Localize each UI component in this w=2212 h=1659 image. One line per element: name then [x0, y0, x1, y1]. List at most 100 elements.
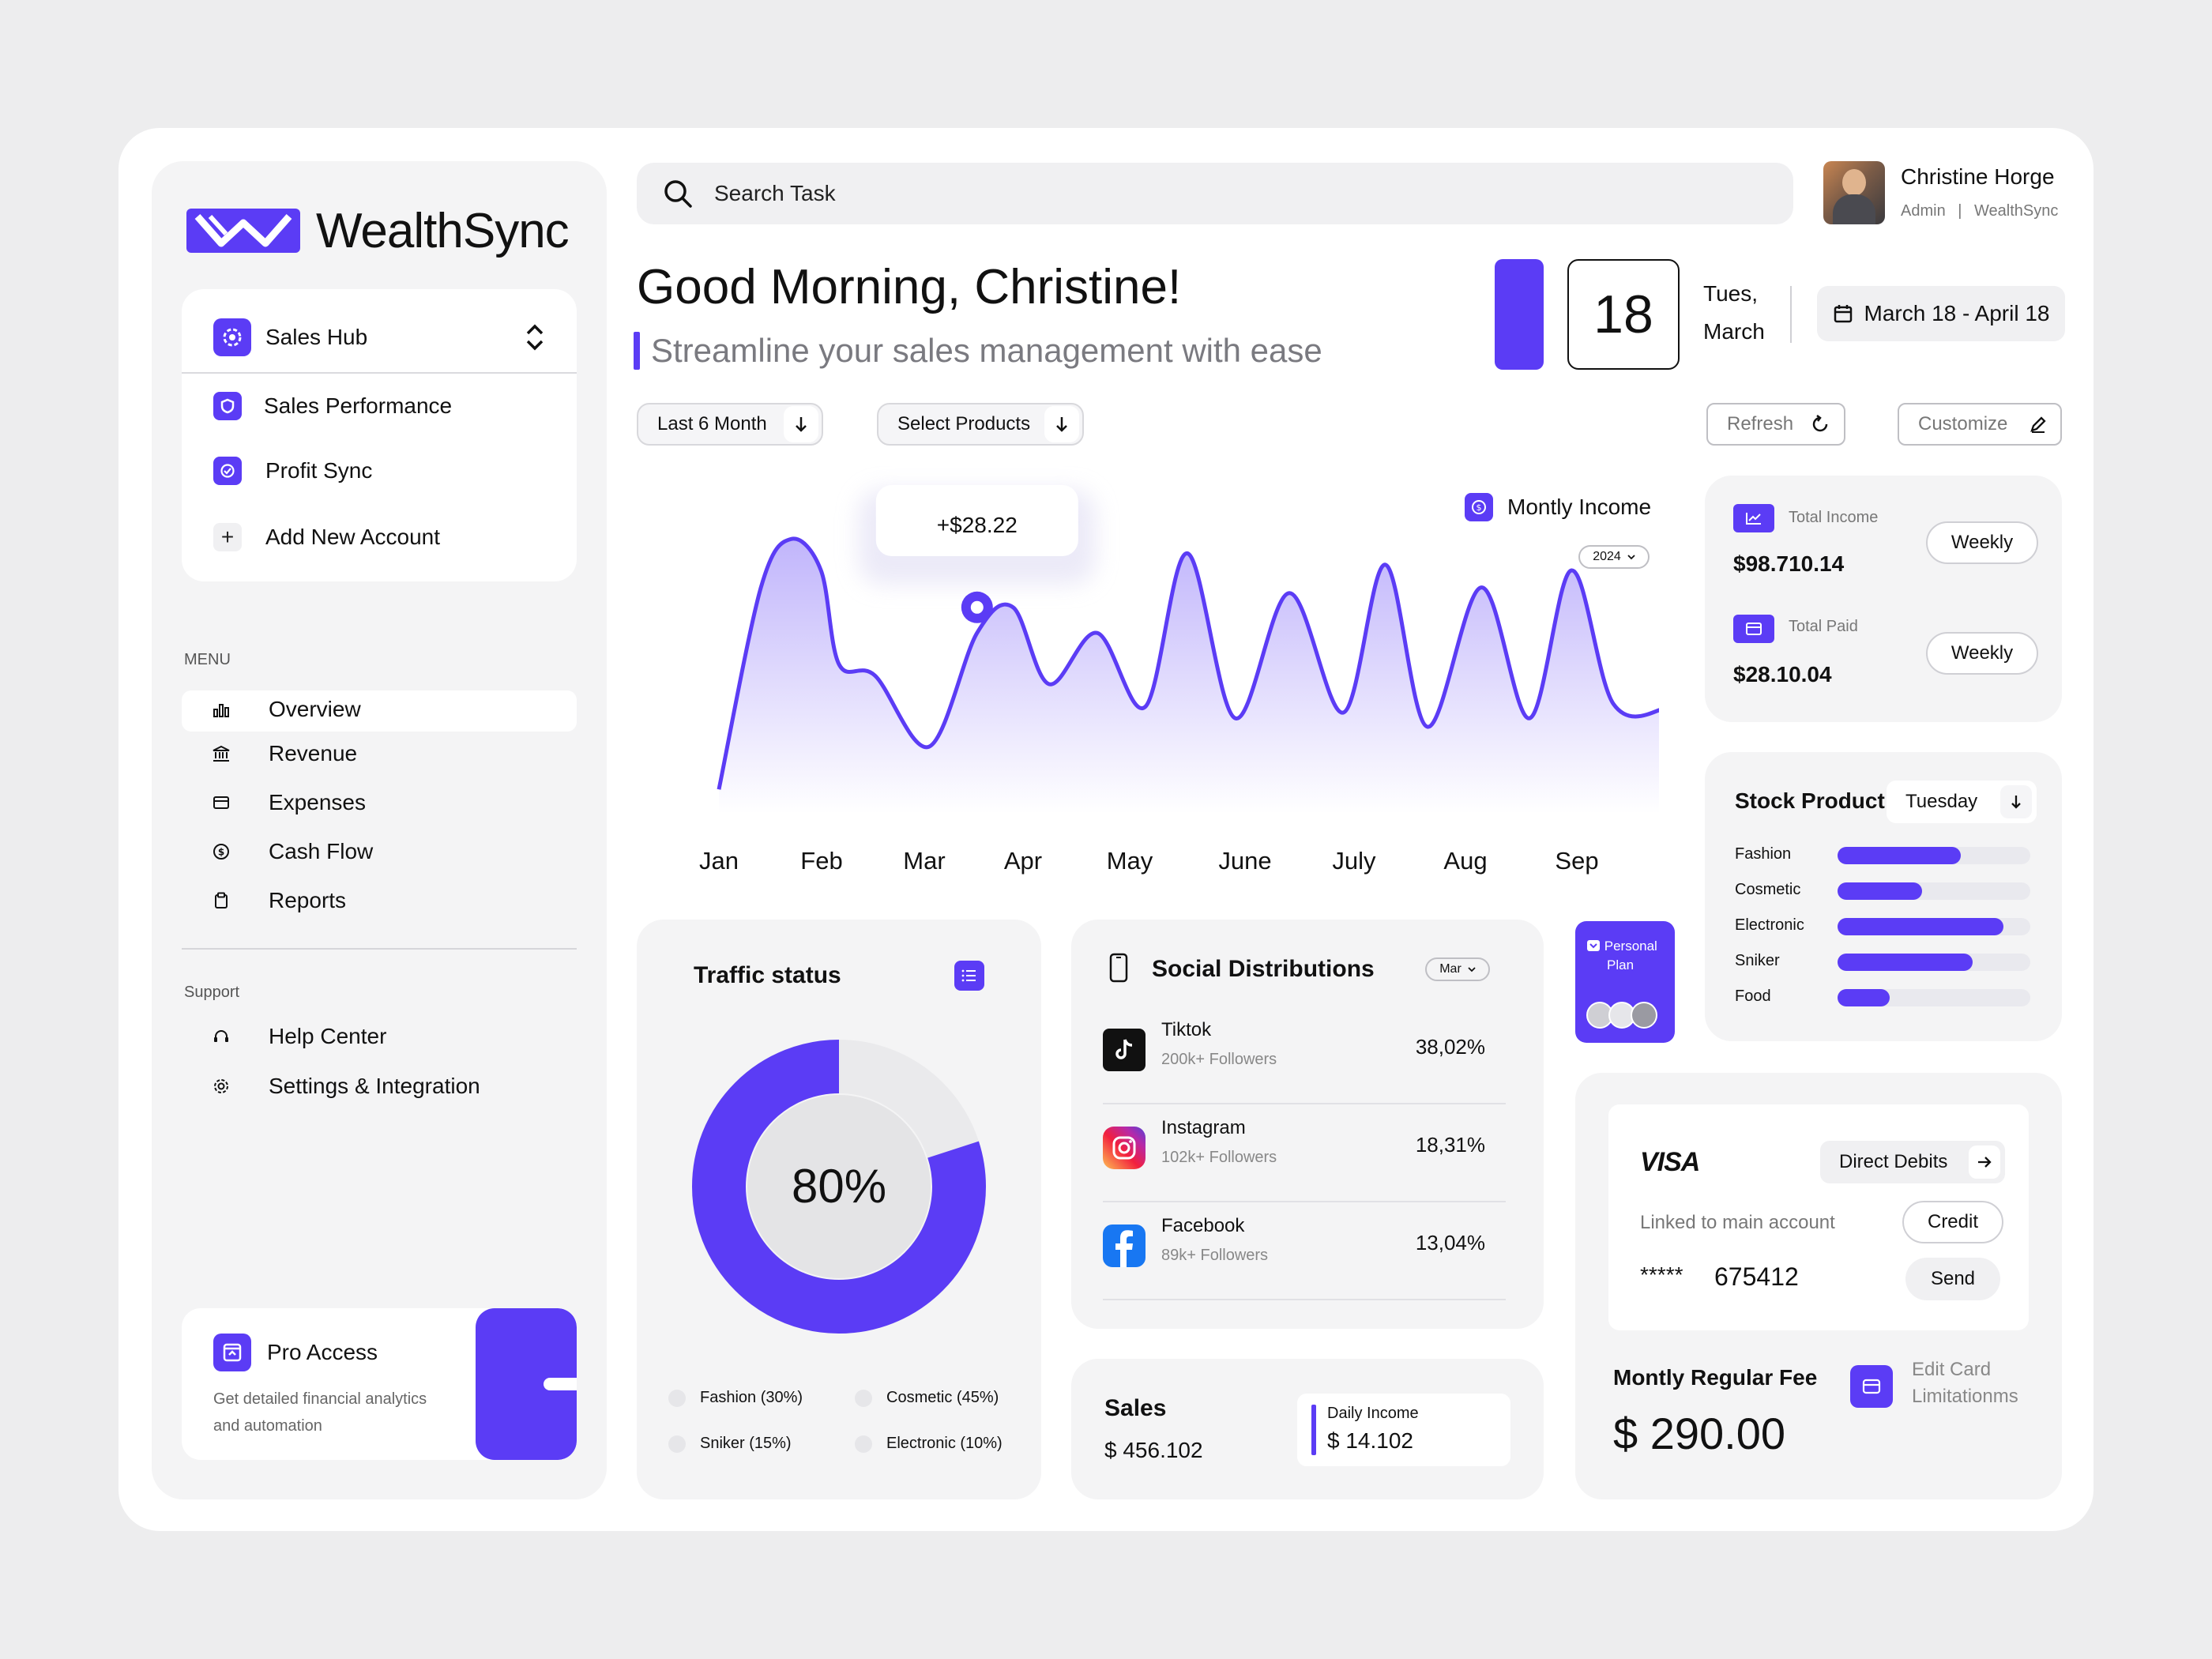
income-area-chart: +$28.22 Jan Feb Mar Apr May June July Aug Sep — [699, 485, 1659, 875]
social-followers: 200k+ Followers — [1161, 1051, 1277, 1068]
arrow-down-icon — [784, 406, 818, 442]
fee-title: Montly Regular Fee — [1613, 1365, 1818, 1390]
legend-dot — [855, 1435, 872, 1453]
stock-item-label: Fashion — [1735, 845, 1792, 863]
legend-label: Fashion (30%) — [700, 1389, 803, 1406]
user-meta: Admin | WealthSync — [1901, 202, 2058, 220]
personal-plan-label1: Personal — [1604, 939, 1657, 954]
tiktok-icon — [1103, 1029, 1146, 1071]
social-share: 18,31% — [1415, 1133, 1485, 1157]
social-row-tiktok[interactable]: Tiktok 200k+ Followers 38,02% — [1103, 1006, 1506, 1104]
totals-card: Total Income $98.710.14 Weekly Total Pai… — [1705, 476, 2062, 722]
weekly-button[interactable]: Weekly — [1926, 521, 2038, 564]
menu-divider — [182, 948, 577, 950]
workspace-item-profit-sync[interactable]: Profit Sync — [213, 457, 372, 485]
chevron-down-icon — [1627, 555, 1635, 560]
avatar — [1586, 1002, 1613, 1029]
search-bar[interactable]: Search Task — [637, 163, 1793, 224]
x-axis-label: Feb — [800, 847, 842, 875]
menu-item-cash-flow[interactable]: $ Cash Flow — [198, 839, 373, 864]
legend-label: Cosmetic (45%) — [886, 1389, 999, 1406]
chevron-box-icon — [1587, 940, 1600, 951]
weekly-button[interactable]: Weekly — [1926, 632, 2038, 675]
legend-dot — [855, 1389, 872, 1407]
period-filter[interactable]: Last 6 Month — [637, 403, 823, 446]
daily-income-box: Daily Income $ 14.102 — [1297, 1394, 1510, 1466]
x-axis-label: Jan — [699, 847, 739, 875]
date-range-button[interactable]: March 18 - April 18 — [1817, 286, 2065, 341]
bar-chart-icon — [198, 702, 245, 717]
visa-card: VISA Direct Debits Linked to main accoun… — [1608, 1104, 2029, 1330]
workspace-item-sales-performance[interactable]: Sales Performance — [213, 392, 452, 420]
social-name: Tiktok — [1161, 1019, 1212, 1040]
arrow-right-icon — [1969, 1146, 2000, 1179]
facebook-icon — [1103, 1224, 1146, 1267]
workspace-card: Sales Hub Sales Performance Profit Sync … — [182, 289, 577, 581]
total-paid-label: Total Paid — [1789, 618, 1858, 635]
refresh-button[interactable]: Refresh — [1706, 403, 1845, 446]
menu-item-expenses[interactable]: Expenses — [198, 790, 366, 815]
user-avatar[interactable] — [1823, 161, 1885, 224]
total-income-label: Total Income — [1789, 509, 1879, 526]
sales-card: Sales $ 456.102 Daily Income $ 14.102 — [1071, 1359, 1544, 1499]
workspace-item-add-account[interactable]: + Add New Account — [213, 523, 440, 551]
refresh-label: Refresh — [1727, 413, 1794, 434]
traffic-legend-cosmetic: Cosmetic (45%) — [855, 1389, 999, 1407]
workspace-selector[interactable]: Sales Hub — [213, 318, 545, 357]
support-heading: Support — [184, 984, 240, 1001]
upload-icon — [213, 1334, 251, 1371]
sales-title: Sales — [1104, 1395, 1167, 1421]
svg-text:$: $ — [218, 847, 224, 858]
chart-year-select[interactable]: 2024 — [1578, 545, 1650, 569]
greeting-title: Good Morning, Christine! — [637, 260, 1182, 314]
legend-dot — [668, 1389, 686, 1407]
x-axis-label: June — [1218, 847, 1271, 875]
divider — [182, 372, 577, 374]
headset-icon — [198, 1028, 245, 1045]
traffic-legend-sniker: Sniker (15%) — [668, 1435, 792, 1453]
payment-card: VISA Direct Debits Linked to main accoun… — [1575, 1073, 2062, 1499]
date-range-label: March 18 - April 18 — [1864, 301, 2050, 325]
personal-plan-card[interactable]: Personal Plan — [1575, 921, 1675, 1043]
menu-item-help-center[interactable]: Help Center — [198, 1024, 386, 1049]
user-name: Christine Horge — [1901, 164, 2055, 189]
menu-item-label: Overview — [269, 697, 361, 721]
menu-item-reports[interactable]: Reports — [198, 888, 346, 913]
edit-card-line2[interactable]: Limitationms — [1912, 1386, 2018, 1407]
x-axis-label: Mar — [903, 847, 945, 875]
stock-day-select[interactable]: Tuesday — [1887, 781, 2037, 823]
products-filter[interactable]: Select Products — [877, 403, 1084, 446]
traffic-legend-electronic: Electronic (10%) — [855, 1435, 1003, 1453]
menu-item-settings[interactable]: Settings & Integration — [198, 1074, 480, 1099]
direct-debits-button[interactable]: Direct Debits — [1820, 1141, 2005, 1183]
menu-heading: MENU — [184, 651, 231, 668]
brand-logo[interactable]: WealthSync — [186, 199, 581, 262]
menu-item-revenue[interactable]: Revenue — [198, 741, 357, 766]
list-icon[interactable] — [954, 961, 984, 991]
credit-button[interactable]: Credit — [1902, 1201, 2003, 1243]
check-circle-icon — [213, 457, 242, 485]
menu-item-label: Help Center — [269, 1024, 387, 1048]
send-button[interactable]: Send — [1905, 1258, 2000, 1300]
fee-value: $ 290.00 — [1613, 1409, 1785, 1458]
social-row-instagram[interactable]: Instagram 102k+ Followers 18,31% — [1103, 1104, 1506, 1202]
social-row-facebook[interactable]: Facebook 89k+ Followers 13,04% — [1103, 1202, 1506, 1300]
traffic-title: Traffic status — [694, 962, 841, 988]
total-paid-value: $28.10.04 — [1733, 662, 1832, 687]
date-day: 18 — [1593, 284, 1653, 344]
card-edit-icon[interactable] — [1850, 1365, 1893, 1408]
menu-item-overview[interactable]: Overview — [198, 697, 361, 722]
donut-progress — [692, 1040, 986, 1334]
x-axis-label: July — [1332, 847, 1376, 875]
pro-access-card[interactable]: Pro Access Get detailed financial analyt… — [182, 1308, 577, 1460]
chevron-updown-icon[interactable] — [525, 322, 545, 353]
edit-card-line1[interactable]: Edit Card — [1912, 1359, 1992, 1380]
social-month-select[interactable]: Mar — [1425, 957, 1490, 981]
chart-tooltip-label: +$28.22 — [937, 513, 1018, 537]
shield-icon — [213, 392, 242, 420]
customize-button[interactable]: Customize — [1898, 403, 2062, 446]
legend-dot — [668, 1435, 686, 1453]
customize-label: Customize — [1918, 413, 2008, 434]
stock-bar-track — [1838, 918, 2030, 935]
income-line — [717, 536, 1659, 790]
